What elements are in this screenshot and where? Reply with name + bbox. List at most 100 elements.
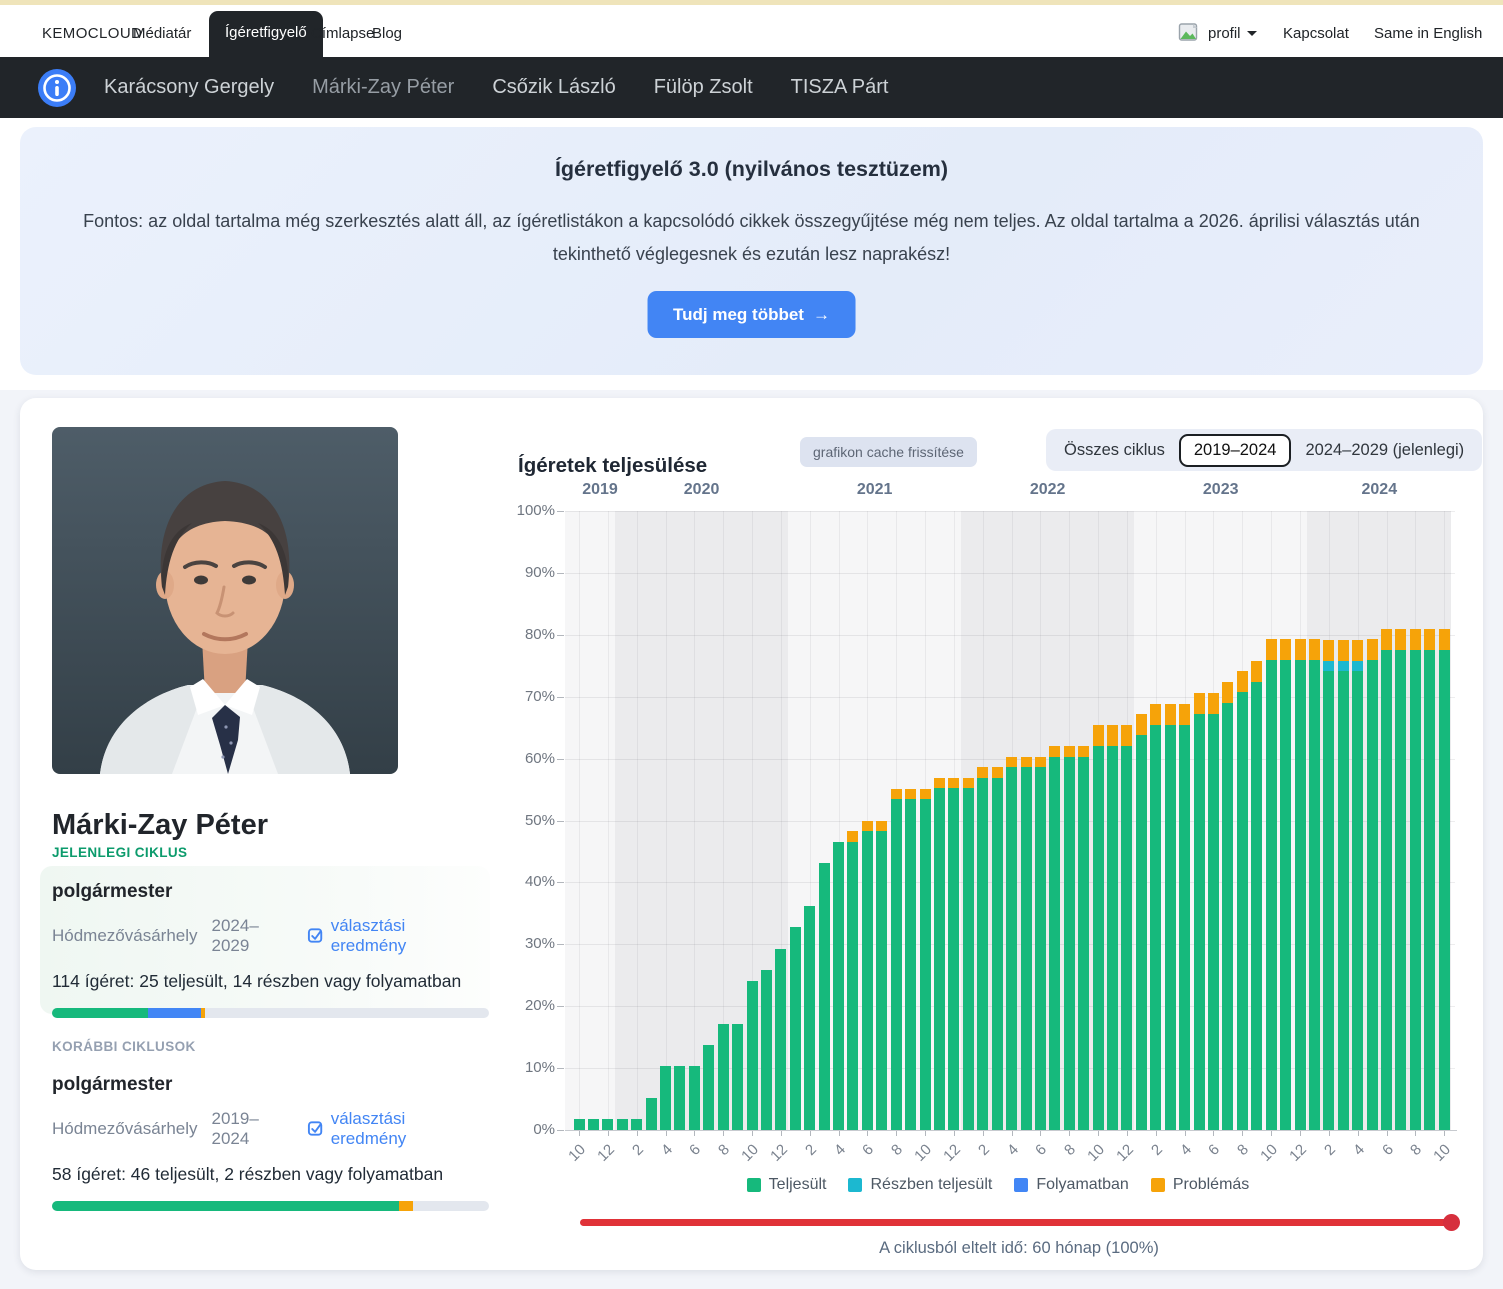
current-cycle-box: polgármester Hódmezővásárhely 2024–2029 … [40,866,490,1018]
legend-label: Részben teljesült [870,1176,993,1193]
x-tick [752,1131,753,1136]
info-icon[interactable] [38,68,76,107]
bar-segment [789,926,801,1130]
bar-segment [962,788,974,1130]
cycle-tab-2024-2029[interactable]: 2024–2029 (jelenlegi) [1305,440,1465,459]
chart-bar [587,1119,599,1130]
elapsed-time-slider[interactable] [580,1214,1460,1231]
segment-teljesult [52,1201,399,1211]
chart-bar [1395,628,1407,1130]
segment-problemas [201,1008,206,1018]
bar-segment [1438,649,1450,1130]
chart-bar [962,777,974,1130]
subnav-item[interactable]: Fülöp Zsolt [653,76,753,98]
chart-bar [1150,703,1162,1130]
learn-more-button[interactable]: Tudj meg többet → [647,291,856,338]
bar-segment [977,777,989,1130]
y-tick [557,821,564,822]
profile-label[interactable]: profil [1208,24,1241,42]
y-tick-label: 40% [524,873,555,890]
segment-reszben-vagy-folyamatban [147,1008,202,1018]
bar-segment [1020,756,1032,768]
learn-more-label: Tudj meg többet [673,304,804,324]
cycle-tab-all[interactable]: Összes ciklus [1064,440,1165,459]
chart-bar [631,1119,643,1130]
bar-segment [1409,628,1421,650]
bar-segment [962,777,974,789]
gridline-vertical [694,511,695,1130]
bar-segment [1150,703,1162,725]
topnav-item-igeretfigyelo-active-tab[interactable]: Ígéretfigyelő [209,11,323,57]
chart-bar [1222,681,1234,1130]
chart-bar [818,863,830,1130]
x-tick [1415,1131,1416,1136]
top-accent-strip [0,0,1503,5]
chart-bar [789,926,801,1130]
banner-body-text: Fontos: az oldal tartalma még szerkeszté… [83,211,1420,264]
gridline-horizontal [565,573,1455,574]
x-tick [1300,1131,1301,1136]
legend-swatch [1014,1178,1029,1192]
bar-segment [645,1097,657,1130]
bar-segment [703,1044,715,1130]
bar-segment [1337,671,1349,1130]
topnav-item-mediatar[interactable]: Médiatár [133,25,192,42]
topnav-link-kapcsolat[interactable]: Kapcsolat [1283,25,1349,42]
chart-bar [1337,639,1349,1130]
bar-segment [1265,639,1277,661]
subnav-item[interactable]: Márki-Zay Péter [312,76,455,98]
profile-menu[interactable]: profil [1178,23,1257,43]
segment-teljesult [52,1008,148,1018]
x-tick [723,1131,724,1136]
bar-segment [890,788,902,800]
current-election-result-label: választási eredmény [330,916,407,955]
x-tick [781,1131,782,1136]
year-label: 2020 [683,481,720,498]
portrait-photo [52,427,398,774]
legend-item[interactable]: Teljesült [746,1176,826,1194]
bar-segment [1395,649,1407,1130]
chart-bar [1424,628,1436,1130]
previous-election-result-link[interactable]: választási eredmény [307,1109,478,1149]
bar-segment [1352,639,1364,661]
bar-segment [1207,693,1219,715]
topnav-item-blog[interactable]: Blog [372,25,403,42]
bar-segment [1078,756,1090,1130]
top-navigation: KEMOCLOUD Médiatár Ígéretfigyelő Címlaps… [0,5,1503,57]
year-label: 2023 [1202,481,1239,498]
bar-segment [1294,660,1306,1130]
bar-segment [1337,660,1349,672]
subnav-item[interactable]: TISZA Párt [790,76,889,98]
chart-bar [1121,724,1133,1130]
y-tick-label: 80% [524,626,555,643]
bar-segment [1236,692,1248,1130]
x-tick [694,1131,695,1136]
slider-knob[interactable] [1443,1214,1460,1231]
topnav-item-cimlapse[interactable]: Címlapse [311,25,375,42]
legend-item[interactable]: Folyamatban [1014,1176,1129,1194]
portrait-illustration [52,427,398,774]
brand-logo[interactable]: KEMOCLOUD [42,25,143,42]
y-tick [557,573,564,574]
x-tick [896,1131,897,1136]
year-band-2023 [1134,511,1308,1130]
subnav-item[interactable]: Karácsony Gergely [104,76,275,98]
year-label: 2022 [1029,481,1066,498]
chart-legend: Teljesült Részben teljesült Folyamatban Pro… [518,1176,1478,1194]
current-election-result-link[interactable]: választási eredmény [307,916,478,956]
refresh-chart-cache-button[interactable]: grafikon cache frissítése [800,437,977,467]
chart-bar [1049,746,1061,1130]
subnav-item[interactable]: Csőzik László [492,76,616,98]
gridline-vertical [781,511,782,1130]
bar-segment [861,820,873,832]
chart-bar [703,1044,715,1130]
bar-segment [602,1119,614,1130]
topnav-link-same-in-english[interactable]: Same in English [1374,25,1483,42]
cycle-tab-2019-2024[interactable]: 2019–2024 [1178,433,1292,467]
bar-segment [833,841,845,1130]
chart-bar [1107,724,1119,1130]
legend-item[interactable]: Részben teljesült [848,1176,992,1194]
current-position-title: polgármester [52,881,173,902]
legend-item[interactable]: Problémás [1150,1176,1249,1194]
bar-segment [905,788,917,800]
